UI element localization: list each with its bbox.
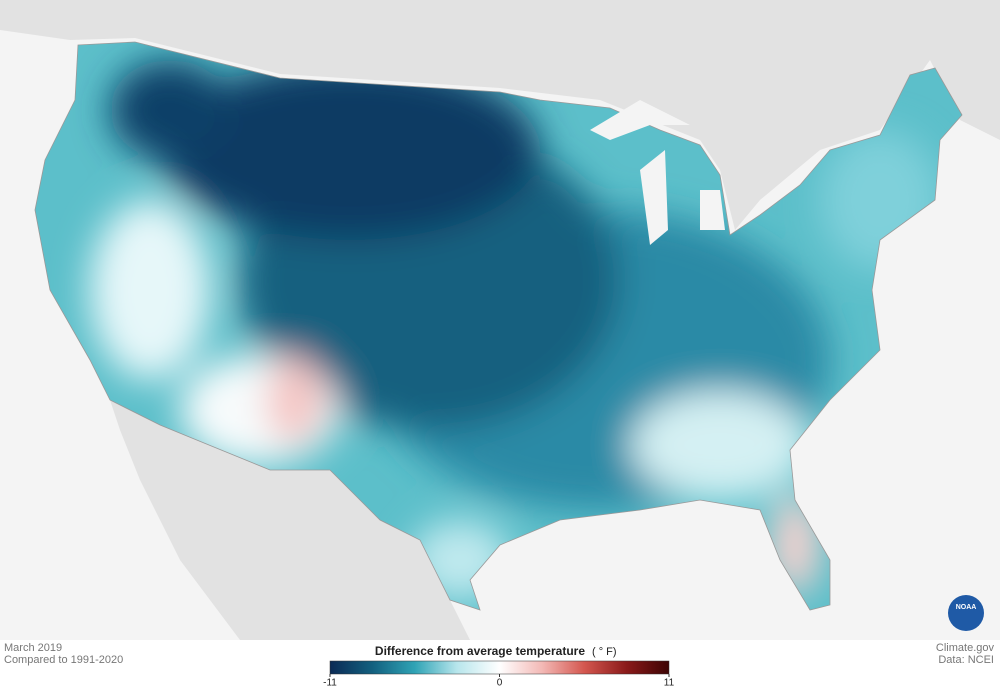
blob	[630, 390, 810, 500]
logo-text: NOAA	[956, 604, 977, 611]
source: Data: NCEI	[938, 654, 994, 666]
period: March 2019	[4, 642, 62, 654]
legend-unit: ( ° F)	[592, 646, 617, 658]
legend-tick-label: 11	[664, 678, 675, 689]
mexico	[110, 400, 470, 640]
legend-tick-label: -11	[323, 678, 337, 689]
noaa-logo	[948, 595, 984, 631]
color-bar	[329, 660, 670, 675]
canada	[0, 0, 1000, 230]
great-lakes	[590, 100, 725, 245]
site: Climate.gov	[936, 642, 995, 654]
legend-tick-label: 0	[497, 678, 503, 689]
legend-title: Difference from average temperature	[375, 644, 585, 658]
blob	[160, 60, 540, 240]
blob	[110, 60, 230, 160]
blob	[267, 355, 323, 445]
blob	[90, 200, 210, 380]
baseline: Compared to 1991-2020	[4, 654, 123, 666]
